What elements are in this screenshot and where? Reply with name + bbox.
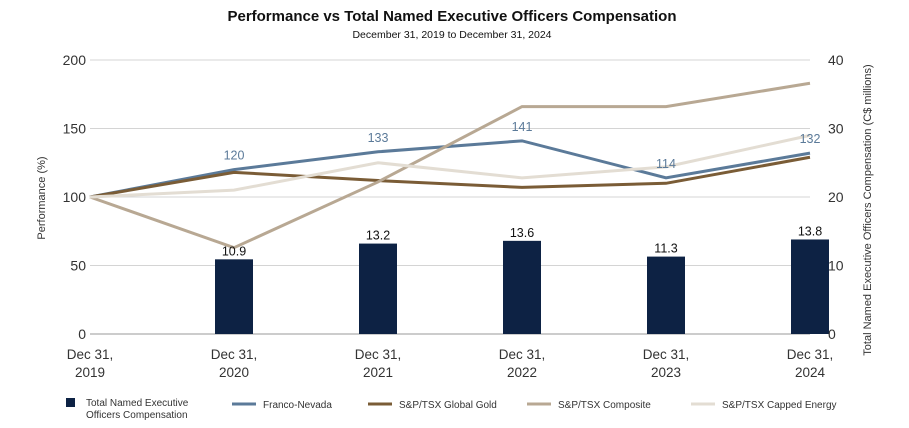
series-value-label: 114 (656, 157, 676, 171)
y-tick-label: 100 (63, 189, 87, 205)
y-tick-label: 0 (78, 326, 86, 342)
x-tick-line: 2024 (795, 365, 826, 380)
legend-label-series: S&P/TSX Global Gold (399, 400, 497, 411)
x-tick-line: 2019 (75, 365, 105, 380)
y2-tick-label: 10 (828, 258, 844, 274)
legend-label-line: Officers Compensation (86, 410, 188, 421)
chart-title: Performance vs Total Named Executive Off… (227, 8, 676, 25)
series-line-s-p-tsx-capped-energy (89, 133, 811, 199)
y-tick-label: 150 (63, 121, 87, 137)
y2-axis-label: Total Named Executive Officers Compensat… (862, 64, 874, 355)
chart-subtitle: December 31, 2019 to December 31, 2024 (352, 29, 551, 41)
series-value-label: 141 (512, 120, 533, 134)
y2-tick-label: 0 (828, 326, 836, 342)
series-line-s-p-tsx-composite (89, 81, 811, 250)
y2-tick-label: 40 (828, 52, 844, 68)
right-axis-ticks: 0 10 20 30 40 (828, 52, 844, 342)
legend-swatch-compensation (66, 398, 75, 407)
y-tick-label: 200 (63, 52, 87, 68)
x-tick-label: Dec 31, 2021 (355, 347, 402, 380)
legend-label-series: S&P/TSX Capped Energy (722, 400, 837, 411)
x-tick-line: Dec 31, (67, 347, 114, 362)
left-axis-ticks: 0 50 100 150 200 (63, 52, 87, 342)
performance-lines (89, 81, 811, 250)
x-tick-label: Dec 31, 2020 (211, 347, 258, 380)
x-tick-line: Dec 31, (787, 347, 834, 362)
compensation-bar (647, 256, 685, 334)
x-tick-line: Dec 31, (499, 347, 546, 362)
legend-label-compensation: Total Named Executive Officers Compensati… (86, 398, 189, 421)
series-value-label: 132 (800, 132, 821, 146)
x-tick-line: 2021 (363, 365, 393, 380)
compensation-bar (791, 239, 829, 334)
y2-tick-label: 20 (828, 189, 844, 205)
gridlines (90, 59, 810, 335)
y2-tick-label: 30 (828, 121, 844, 137)
legend-label-line: Total Named Executive (86, 398, 189, 409)
bar-value-label: 11.3 (654, 242, 677, 256)
y-tick-label: 50 (70, 258, 86, 274)
compensation-bar (503, 240, 541, 334)
x-tick-label: Dec 31, 2022 (499, 347, 546, 380)
data-labels: 10.9 13.2 13.6 11.3 13.8 120 133 141 114 132 (222, 120, 822, 259)
x-tick-label: Dec 31, 2024 (787, 347, 834, 380)
series-line-s-p-tsx-global-gold (89, 155, 811, 199)
compensation-bar (359, 243, 397, 334)
series-line-franco-nevada (89, 139, 811, 199)
legend-label-series: Franco-Nevada (263, 400, 332, 411)
legend-label-series: S&P/TSX Composite (558, 400, 651, 411)
series-value-label: 120 (224, 149, 245, 163)
y-axis-label: Performance (%) (36, 156, 48, 239)
x-tick-line: Dec 31, (355, 347, 402, 362)
x-tick-line: 2020 (219, 365, 249, 380)
x-tick-line: Dec 31, (211, 347, 258, 362)
x-tick-line: Dec 31, (643, 347, 690, 362)
bar-value-label: 10.9 (222, 244, 246, 258)
x-tick-label: Dec 31, 2023 (643, 347, 690, 380)
x-tick-line: 2022 (507, 365, 537, 380)
bar-value-label: 13.2 (366, 229, 390, 243)
chart-legend: Total Named Executive Officers Compensati… (66, 398, 837, 421)
series-value-label: 133 (368, 131, 389, 145)
compensation-bar (215, 259, 253, 334)
bar-value-label: 13.6 (510, 226, 534, 240)
bar-value-label: 13.8 (798, 224, 822, 238)
x-tick-line: 2023 (651, 365, 681, 380)
x-tick-label: Dec 31, 2019 (67, 347, 114, 380)
compensation-bars (215, 239, 829, 334)
